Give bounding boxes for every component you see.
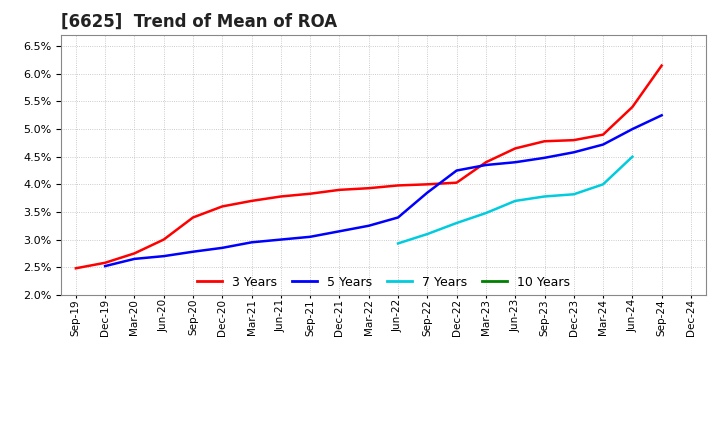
Text: [6625]  Trend of Mean of ROA: [6625] Trend of Mean of ROA [61,13,338,31]
Legend: 3 Years, 5 Years, 7 Years, 10 Years: 3 Years, 5 Years, 7 Years, 10 Years [192,271,575,294]
